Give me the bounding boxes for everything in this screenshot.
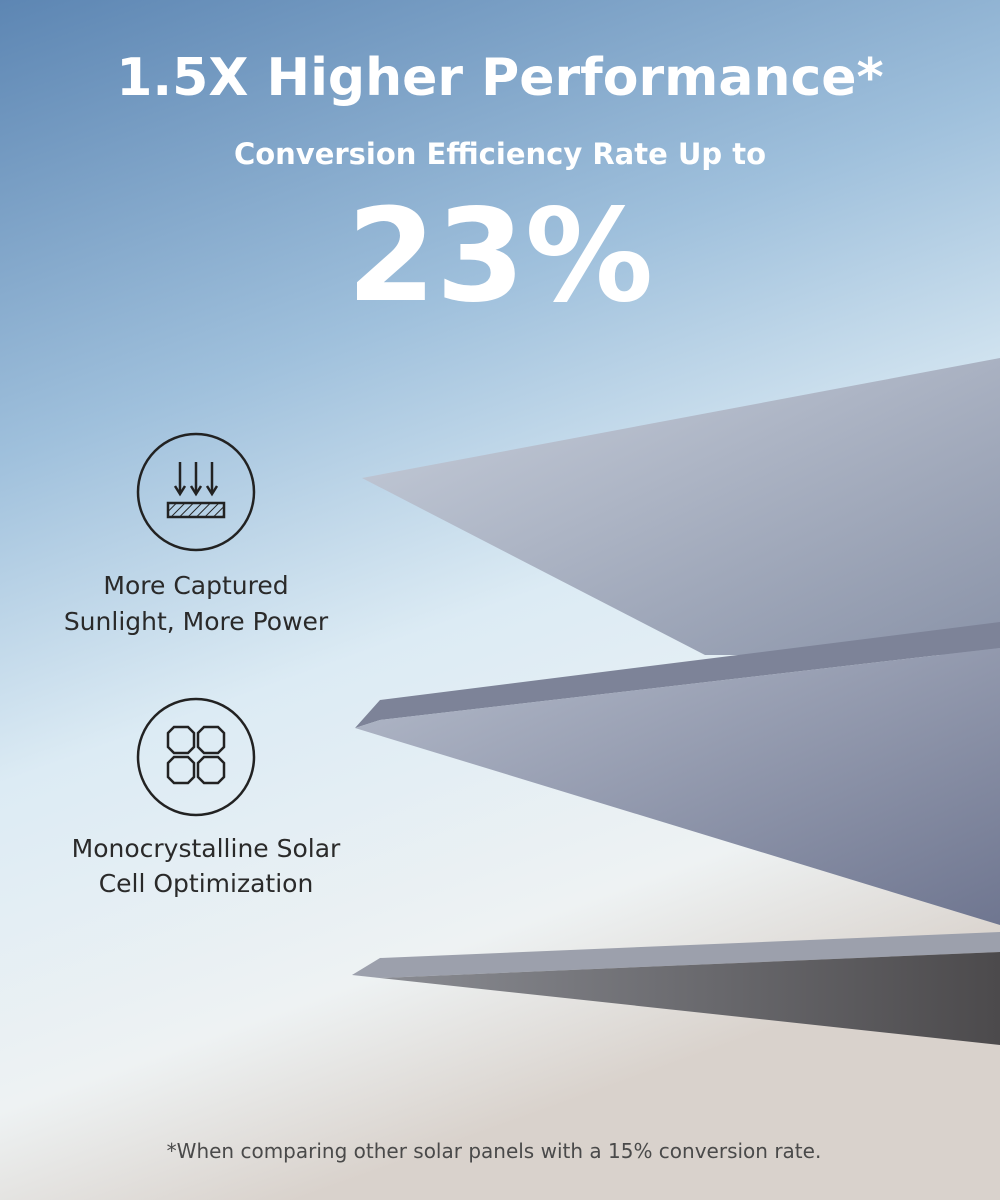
panel-edge [352, 932, 1000, 978]
panel-edge [355, 622, 1000, 728]
feature-label: Sunlight, More Power [64, 607, 329, 636]
solar-panel [352, 952, 1000, 1045]
solar-panel [355, 648, 1000, 925]
sunlight-icon [136, 432, 256, 552]
footnote: *When comparing other solar panels with … [167, 1139, 822, 1163]
feature-label: Cell Optimization [99, 869, 314, 898]
feature-label: More Captured [103, 571, 288, 600]
feature-label: Monocrystalline Solar [72, 834, 341, 863]
solar-panel [362, 358, 1000, 655]
title: 1.5X Higher Performance* [116, 48, 884, 108]
cell-icon [136, 697, 256, 817]
stat: 23% [347, 182, 653, 331]
subtitle: Conversion Efficiency Rate Up to [234, 137, 766, 171]
